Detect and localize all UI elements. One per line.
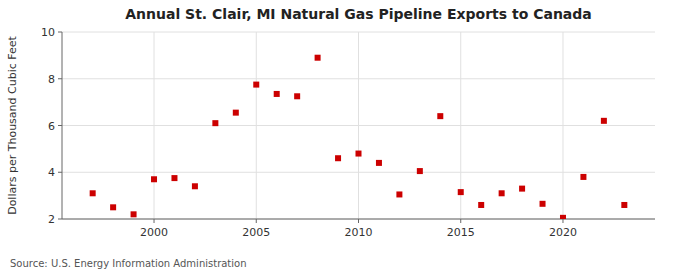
x-tick-label: 2020 <box>549 226 577 239</box>
point <box>478 202 484 208</box>
point <box>233 110 239 116</box>
x-tick <box>460 219 461 223</box>
point <box>151 176 157 182</box>
point <box>192 183 198 189</box>
y-tick-label: 10 <box>41 26 55 39</box>
grid-line-x <box>256 32 257 219</box>
y-tick <box>58 78 62 79</box>
grid-line-x <box>358 32 359 219</box>
point <box>110 204 116 210</box>
point <box>294 93 300 99</box>
y-tick-label: 2 <box>48 213 55 226</box>
y-tick <box>58 125 62 126</box>
source: Source: U.S. Energy Information Administ… <box>10 258 247 269</box>
title: Annual St. Clair, MI Natural Gas Pipelin… <box>125 6 592 22</box>
point <box>580 174 586 180</box>
point <box>335 155 341 161</box>
point <box>560 215 566 219</box>
x-tick-label: 2005 <box>242 226 270 239</box>
y-tick <box>58 219 62 220</box>
x-tick-label: 2015 <box>447 226 475 239</box>
points <box>90 55 628 219</box>
grid-line-x <box>562 32 563 219</box>
point <box>212 120 218 126</box>
point <box>621 202 627 208</box>
chart: 2000 2005 2010 2015 2020 2 4 6 8 10 Annual St. Cla… <box>0 0 675 275</box>
point <box>396 191 402 197</box>
point <box>171 175 177 181</box>
point <box>315 55 321 61</box>
axes: 2000 2005 2010 2015 2020 2 4 6 8 10 <box>41 26 577 239</box>
y-axis-label: Dollars per Thousand Cubic Feet <box>6 35 19 214</box>
background <box>0 0 675 275</box>
point <box>274 91 280 97</box>
point <box>437 113 443 119</box>
point <box>519 186 525 192</box>
x-tick <box>256 219 257 223</box>
point <box>90 190 96 196</box>
point <box>499 190 505 196</box>
grid-line-x <box>154 32 155 219</box>
point <box>131 211 137 217</box>
x-tick-label: 2010 <box>345 226 373 239</box>
point <box>601 118 607 124</box>
point <box>253 82 259 88</box>
y-tick <box>58 172 62 173</box>
y-tick-label: 6 <box>48 120 55 133</box>
x-tick <box>154 219 155 223</box>
y-tick <box>58 32 62 33</box>
y-tick-label: 8 <box>48 73 55 86</box>
point <box>417 168 423 174</box>
point <box>540 201 546 207</box>
point <box>376 160 382 166</box>
point <box>356 151 362 157</box>
grid <box>62 32 655 219</box>
x-tick <box>562 219 563 223</box>
x-tick-label: 2000 <box>140 226 168 239</box>
y-tick-label: 4 <box>48 166 55 179</box>
x-tick <box>358 219 359 223</box>
point <box>458 189 464 195</box>
